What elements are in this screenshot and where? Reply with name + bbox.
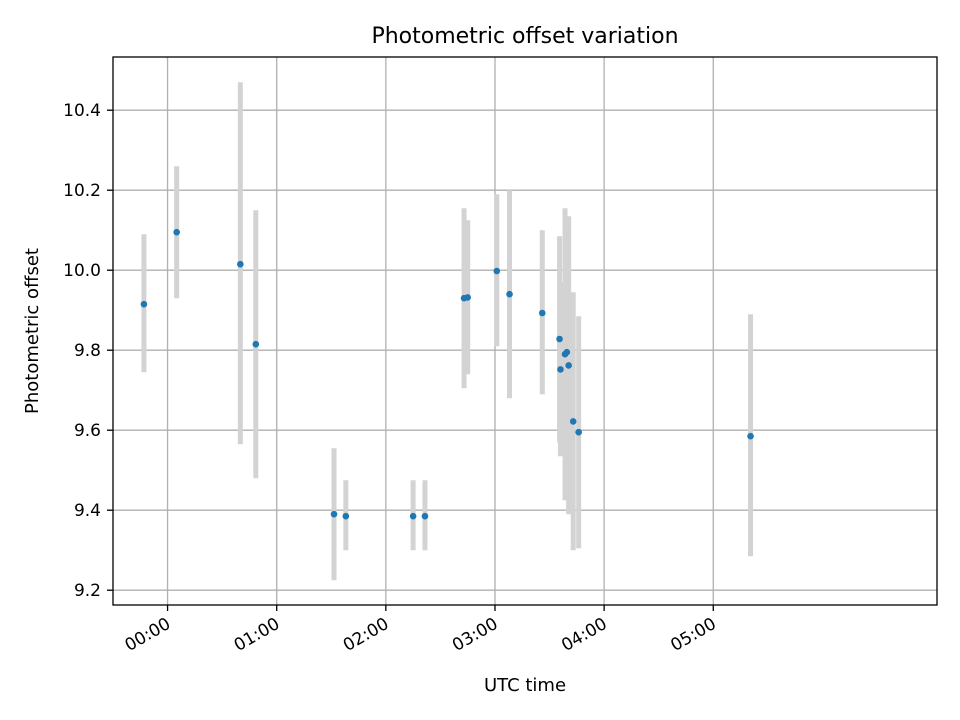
y-tick-label: 9.8 (74, 341, 101, 361)
data-point (575, 428, 582, 436)
y-tick-label: 10.2 (63, 181, 101, 201)
x-tick-label: 00:00 (122, 614, 174, 656)
y-axis-label: Photometric offset (22, 248, 43, 414)
y-tick-label: 10.4 (63, 101, 101, 121)
data-point (464, 294, 472, 301)
data-point (173, 228, 180, 236)
data-point (747, 432, 754, 440)
chart-title: Photometric offset variation (371, 24, 678, 49)
y-tick-label: 10.0 (63, 261, 101, 281)
x-tick-label: 01:00 (231, 614, 283, 656)
y-tick-label: 9.4 (74, 501, 101, 521)
x-tick-label: 05:00 (667, 614, 719, 656)
x-tick-label: 03:00 (449, 614, 501, 656)
y-tick-label: 9.6 (74, 421, 101, 441)
data-point (330, 510, 338, 518)
data-point (563, 348, 571, 356)
data-point (556, 335, 563, 343)
data-point (557, 366, 564, 373)
data-point (569, 418, 577, 425)
x-axis-label: UTC time (484, 675, 566, 696)
y-tick-label: 9.2 (74, 581, 101, 601)
data-point (421, 512, 429, 520)
data-point (409, 512, 417, 520)
errorbar-layer (141, 82, 754, 581)
data-point (565, 362, 572, 369)
data-point (252, 340, 260, 348)
x-tick-label: 02:00 (340, 614, 392, 656)
x-tick-label: 04:00 (558, 614, 610, 656)
data-point (538, 309, 546, 317)
data-point (493, 267, 501, 275)
grid-layer (113, 57, 937, 605)
tick-layer: 00:00 01:00 02:00 03:00 04:00 05:00 9.2 9.4 9.6 9… (63, 101, 720, 656)
data-point (237, 260, 244, 268)
data-point (140, 300, 148, 308)
data-point (342, 512, 350, 520)
plot-frame (112, 56, 938, 606)
point-layer (140, 228, 754, 520)
data-point (506, 290, 513, 298)
